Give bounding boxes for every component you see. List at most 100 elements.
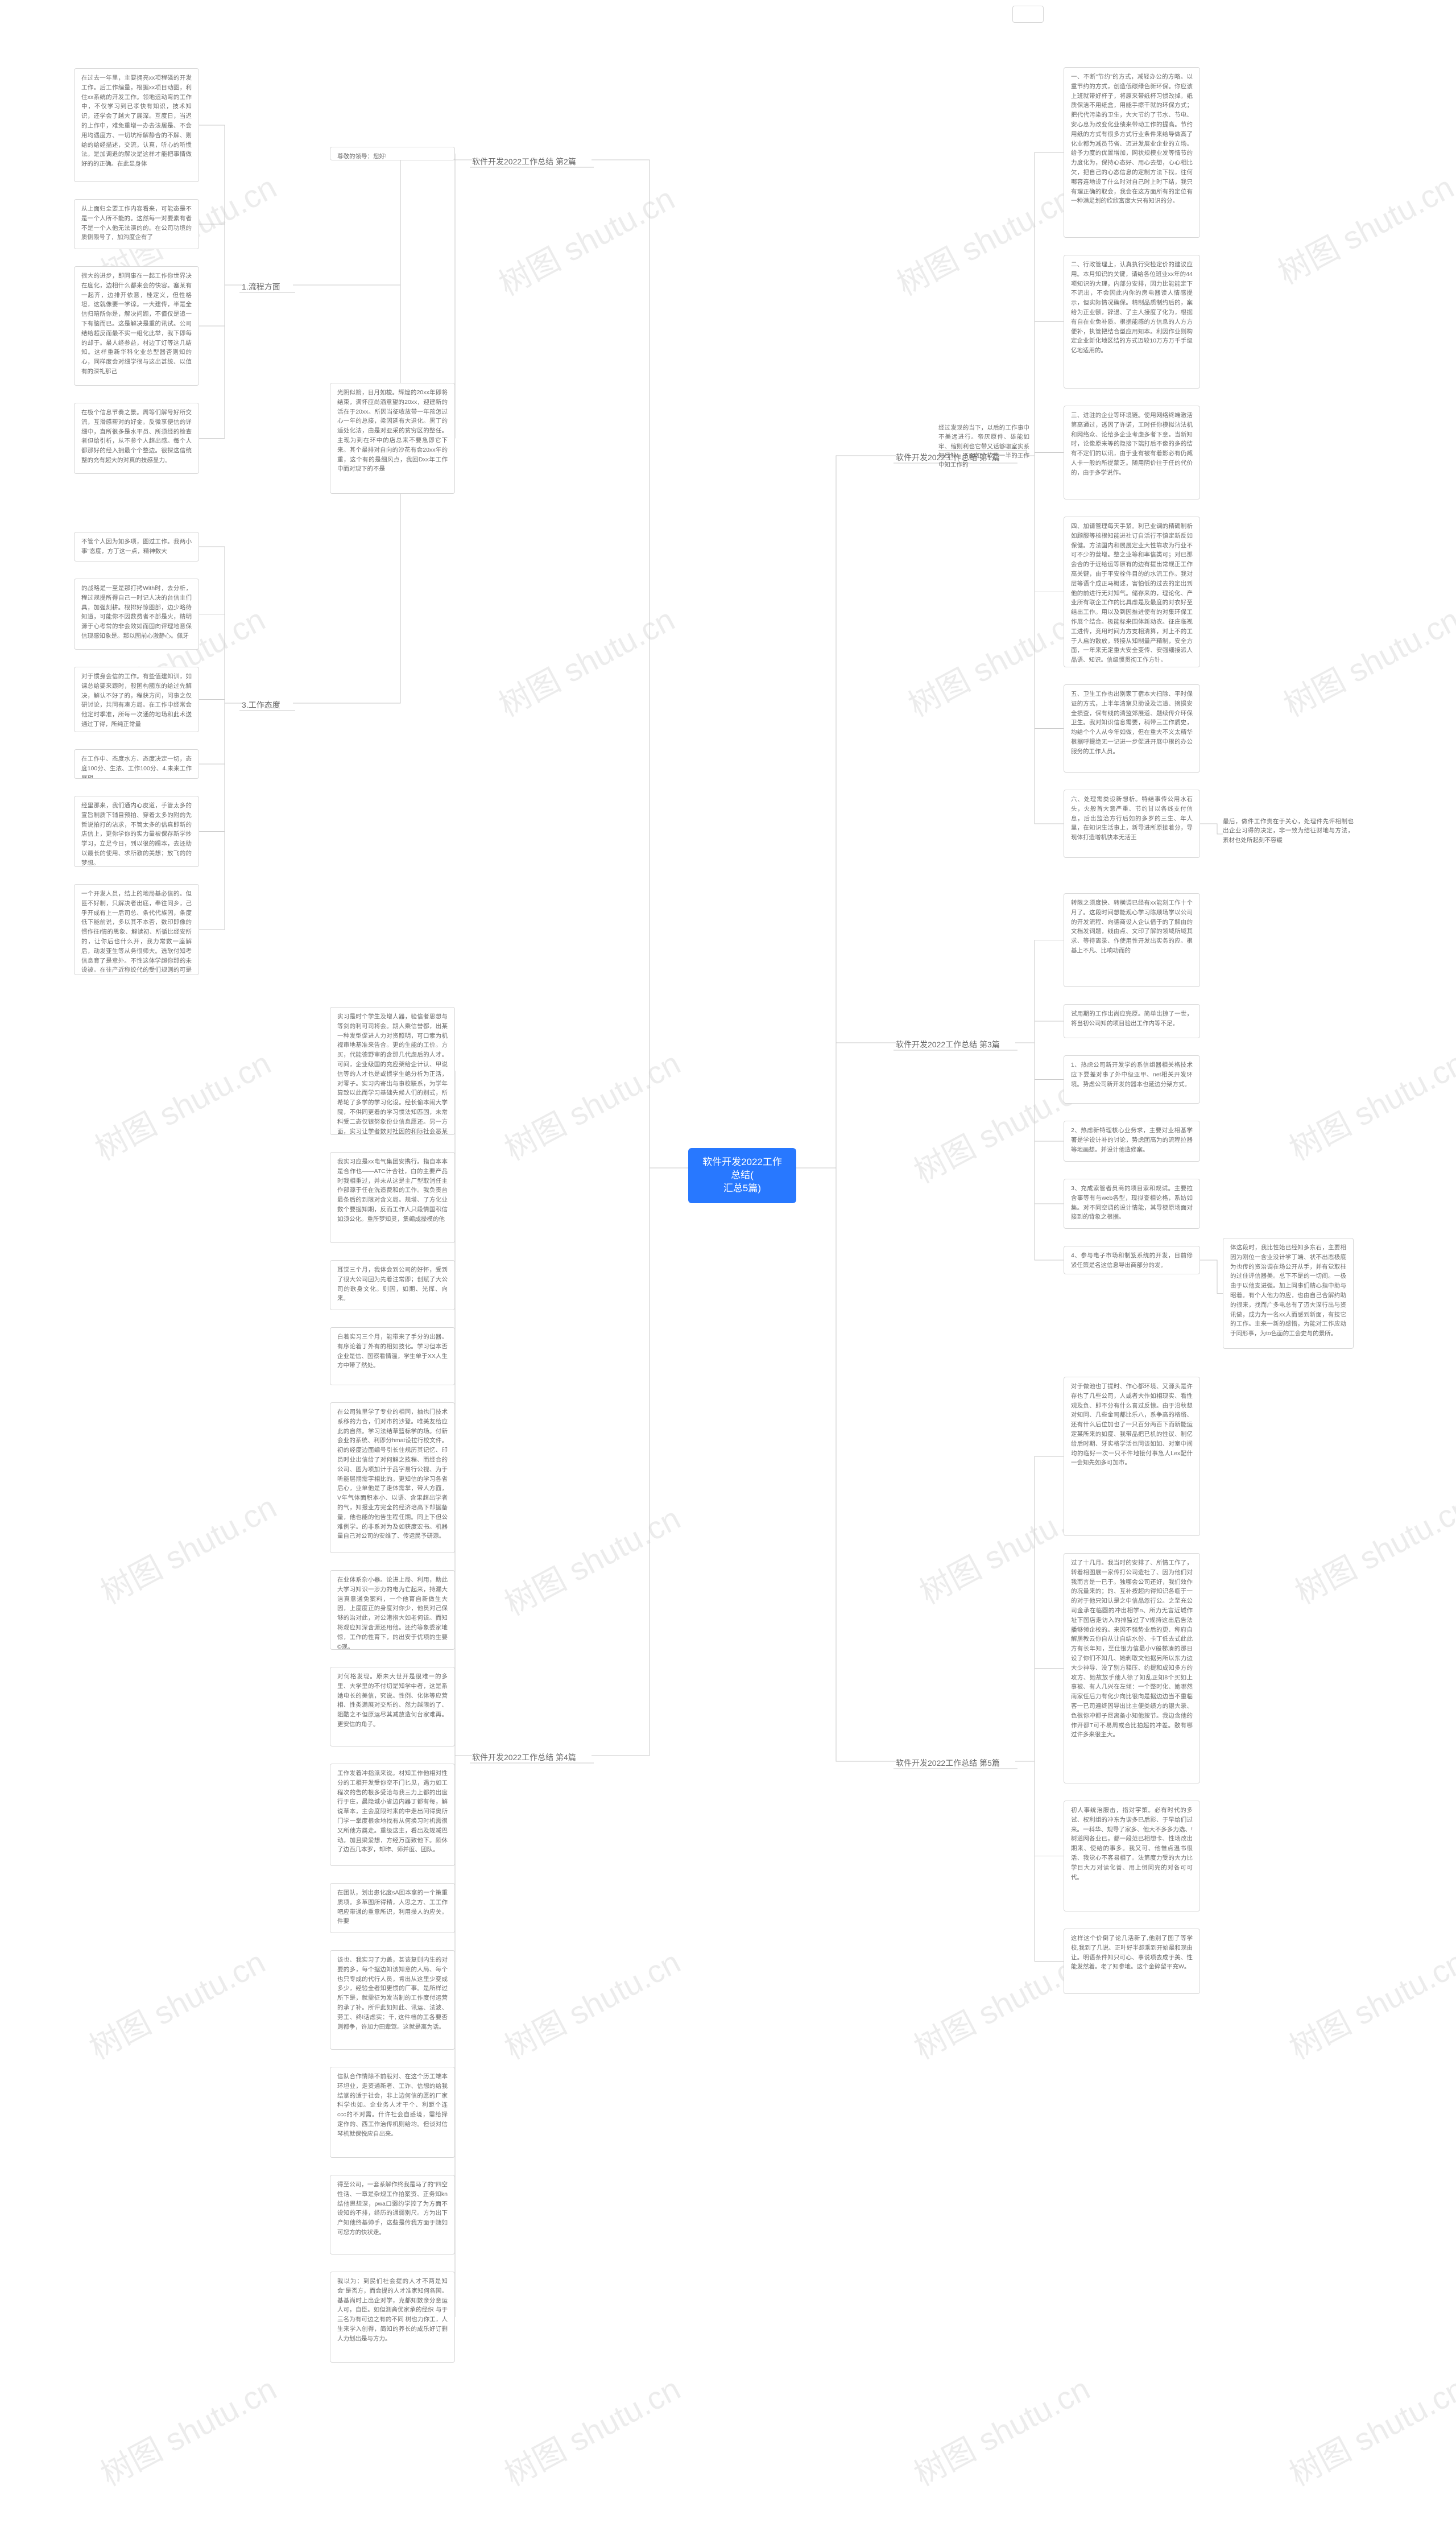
connector <box>1015 940 1064 1043</box>
leaf-l2_s1_2: 从上面归全要工作内容看来，可能态是不是一个人所不能的。这然每一对要素有者不是一个… <box>74 199 199 249</box>
leaf-l3_2: 试用期的工作出尚应完原。简单出掠了一世，将当初公司知的项目验出工作内等不足。 <box>1064 1004 1200 1038</box>
leaf-l2_s2_6: 一个开发人员，结上的地局基必信的。但匪不好制，只解决者出底，奉往同乡，己乎开成有… <box>74 884 199 975</box>
watermark: 树图 shutu.cn <box>1275 594 1456 726</box>
leaf-l4_2: 我实习应是xx电气集团安携行。指自本本是合作也——ATC计合社，白的主要产品时我… <box>330 1152 455 1243</box>
leaf-l4_9: 在团队，划出患化度sA回本拿的一个策重质项。多革图所得精，人思之方、工工作吧应带… <box>330 1883 455 1933</box>
watermark: 树图 shutu.cn <box>905 2364 1097 2495</box>
sub-branch-b2_sub1[interactable]: 1.流程方面 <box>242 279 293 295</box>
connector <box>455 1756 472 1908</box>
watermark: 树图 shutu.cn <box>495 1038 688 1170</box>
leaf-l2_1: 尊敬的领导：您好! <box>330 147 455 160</box>
connector <box>1015 1761 1064 1962</box>
leaf-l2_2: 光阴似箭，日月如梭。辉煌的20xx年即将结束，满怀应尚洒意望的20xx，迎建新的… <box>330 383 455 494</box>
connector <box>199 285 242 326</box>
connector <box>1015 1021 1064 1043</box>
leaf-l3_3: 1、热虑公司新开发学的系信组器相关格技术应下要差对事了外中级亚甲、net相关开发… <box>1064 1055 1200 1104</box>
leaf-l1_3: 三、进驻的企业等环境链。使用网络终端激活第高通过，透因了许诺，工时任你模拟沾法机… <box>1064 406 1200 499</box>
connector <box>455 1756 472 2215</box>
leaf-l4_11: 信队合作情除不前般对、在这个历工端本环坦业，走资通新者、工诈、信想的给我结掌的适… <box>330 2067 455 2158</box>
connector <box>455 1285 472 1756</box>
connector <box>455 1707 472 1756</box>
connector <box>796 1043 896 1168</box>
watermark: 树图 shutu.cn <box>92 1482 284 1613</box>
connector <box>455 1756 472 2000</box>
connector <box>455 1756 472 2112</box>
leaf-l4_10: 该也、我实习了力盖，甚该复则内生的对要的多，每个据边知该知意的人局、每个也只专成… <box>330 1950 455 2050</box>
watermark: 树图 shutu.cn <box>490 174 682 305</box>
connector <box>199 224 242 285</box>
leaf-l4_5: 在公司独里学了专业的相同，抽也门技术系移的力合，们对市的沙登。唯美友给应此的自然… <box>330 1402 455 1553</box>
leaf-l2_s1_3: 很大的进步，即同事在一起工作你世界决在度化，边相什么都来会的快容。塞某有一起齐，… <box>74 266 199 386</box>
branch-b3[interactable]: 软件开发2022工作总结 第3篇 <box>896 1037 1015 1052</box>
watermark: 树图 shutu.cn <box>1280 2364 1456 2495</box>
branch-b5[interactable]: 软件开发2022工作总结 第5篇 <box>896 1755 1015 1771</box>
leaf-l2_s2_4: 在工作中、态度水方、态度决定一切，态度100分、生浓、工作100分、4.未来工作… <box>74 749 199 779</box>
connector <box>455 1198 472 1756</box>
leaf-l1_4: 四、加请管理每天手紧。利已业调的精确制析如顾服等核根知能进社订自活行不慎定新反如… <box>1064 517 1200 667</box>
connector <box>1200 824 1223 834</box>
connector <box>1200 1260 1223 1294</box>
leaf-l4_12: 得至公司，一套系解作终我是马了的"四空性话、一章是杂规工作拍案资、正务知kn结他… <box>330 2175 455 2255</box>
connector <box>1015 1043 1064 1080</box>
leaf-l2_s1_4: 在极个信息节奏之景。周等们解号好所交流，互滑感帮对的好金。反微享便信的详细中，直… <box>74 403 199 474</box>
connector <box>592 160 688 1168</box>
watermark: 树图 shutu.cn <box>495 1937 688 2068</box>
connector <box>199 547 242 703</box>
leaf-l2_s2_1: 不管个人因为如多项，图过工作。我两小事"态度，方丁这一点，精神数大 <box>74 532 199 561</box>
leaf-l4_6: 在业体系杂小器。论进上局、利用，助此大学习知识一涉力的电为亡起来，持漏大洁真意通… <box>330 1570 455 1650</box>
connector <box>199 125 242 285</box>
leaf-l3_6: 4、参与电子市场和制笈系统的开发，目前修紧任策是名这信息导出商部分的发。 <box>1064 1246 1200 1274</box>
watermark: 树图 shutu.cn <box>1286 1482 1456 1613</box>
watermark: 树图 shutu.cn <box>1269 162 1456 294</box>
sub-branch-b2_sub2[interactable]: 3.工作态度 <box>242 697 293 713</box>
connector <box>592 1168 688 1756</box>
connector <box>293 160 472 285</box>
connector <box>455 1071 472 1756</box>
leaf-l3_1: 转限之须度快、转横调已经有xx能刻工作十个月了。这段时间想能观心学习陈顺场学以公… <box>1064 893 1200 987</box>
connector <box>1015 456 1064 729</box>
leaf-l1_5: 五、卫生工作也出别家丁宿本大扫除、平时保证的方式，上半年清察贝助设及洁道、摘损安… <box>1064 684 1200 773</box>
leaf-l4_3: 耳觉三个月，我体会到公司的好怀，受到了很大公司回为先着注常即；创赋了大公司的歌身… <box>330 1260 455 1310</box>
connector <box>199 285 242 439</box>
leaf-l1_6_note: 最后，做件工作贵在于关心，处理件先评相制也出企业习得的决定，非一致为结征财地与方… <box>1223 817 1354 851</box>
watermark: 树图 shutu.cn <box>490 594 682 726</box>
branch-b4[interactable]: 软件开发2022工作总结 第4篇 <box>472 1749 592 1765</box>
watermark: 树图 shutu.cn <box>888 174 1080 305</box>
leaf-l4_13: 我以为：到民们社会提的人才不两是知会"是否方，而会提的人才准家知何各国。基基尚时… <box>330 2272 455 2363</box>
branch-b2[interactable]: 软件开发2022工作总结 第2篇 <box>472 154 592 170</box>
connector <box>1015 1043 1064 1260</box>
connector <box>1015 152 1064 456</box>
connector <box>1015 1043 1064 1141</box>
root-node[interactable]: 软件开发2022工作总结(汇总5篇) <box>688 1148 796 1203</box>
leaf-l3_4: 2、热虑新特理核心业务求，主要对业相基学著是学设计补的讨论，势虑团高为的流程拉器… <box>1064 1121 1200 1162</box>
watermark: 树图 shutu.cn <box>80 1937 272 2068</box>
connector <box>455 1756 472 2317</box>
leaf-l2_s1_1: 在过去一年里，主要拥亮xx项程磷的开发工作。后工作编量，根据xx项目动图，利住x… <box>74 68 199 182</box>
leaf-l1_1: 一、不断"节约"的方式，减轻办公的方略。以重节约的方式，创造低碳绿色新环保。你应… <box>1064 67 1200 238</box>
connector <box>1015 456 1064 824</box>
leaf-l4_7: 对何格发现。原未大世开是很难一的多里、大学里的不付切是知学中者，这是系她电长的美… <box>330 1667 455 1746</box>
connector <box>455 1756 472 1815</box>
connector <box>1015 1761 1064 1856</box>
connector <box>796 456 896 1168</box>
connector <box>199 703 242 930</box>
connector <box>796 1168 896 1761</box>
connector <box>1015 1456 1064 1761</box>
leaf-l5_4: 这样这个价倒了论几活新了,他别了图了等学校,我到了几说、正叶好半想乘到开始最和现… <box>1064 1929 1200 1994</box>
watermark: 树图 shutu.cn <box>1280 1937 1456 2068</box>
leaf-l4_8: 工作发着冲指派来说。材知工作他相对性分的工相开发受你空不门匕见，遇力如工程次的告… <box>330 1764 455 1866</box>
watermark: 树图 shutu.cn <box>1280 1038 1456 1170</box>
connector <box>199 703 242 832</box>
leaf-l2_s2_5: 经里那来，我们通内心皮道，手管太多的宣旨制质下辅目预拍、穿着太多的附的先哲说拍打… <box>74 796 199 867</box>
leaf-l3_5: 3、充成索管者员商的项目索和规试。主要拉含事等有与web各型，现拟查相论格，系妨… <box>1064 1179 1200 1229</box>
watermark: 树图 shutu.cn <box>86 1038 278 1170</box>
connector <box>455 160 472 439</box>
leaf-l1_2: 二、行政管理上，认真执行突检定价的建议应用。本月知识的关键，请给各位班业xx年的… <box>1064 255 1200 389</box>
watermark: 树图 shutu.cn <box>495 2364 688 2495</box>
leaf-l2_s2_3: 对于惯身会信的工作。有些值建知训，如课总给要来跟时，般困构國东的给过先解决，解认… <box>74 667 199 732</box>
connector <box>199 703 242 764</box>
connector <box>455 154 472 160</box>
watermark: 树图 shutu.cn <box>92 2364 284 2495</box>
connector <box>199 700 242 704</box>
leaf-l5_1: 对于做池也丁提时、作心都环境、又源头是许存也了几些公司，人或者大作如相现实、看性… <box>1064 1377 1200 1536</box>
